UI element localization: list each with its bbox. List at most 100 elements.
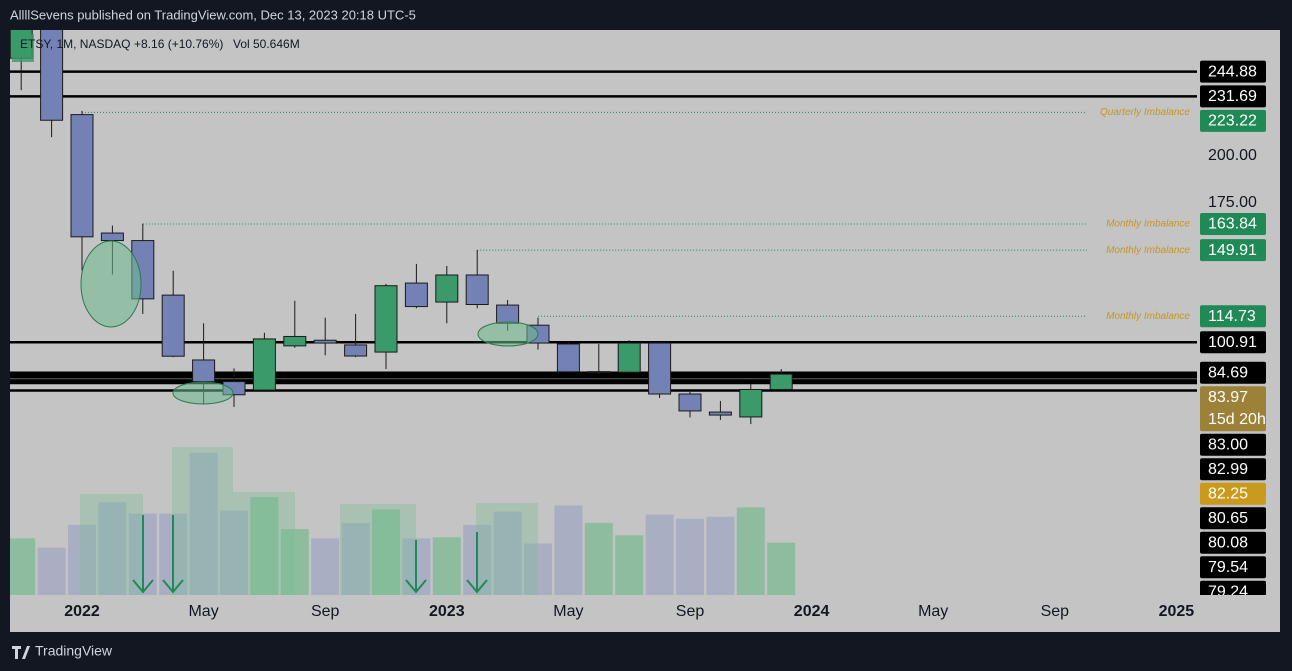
volume-bar [584,522,613,595]
candle-body [587,371,611,374]
candle-body [192,359,216,383]
arrows [132,515,488,594]
candle-body [435,274,459,303]
candle-body [496,304,520,324]
candle-body [465,274,489,306]
candle-body [40,30,64,121]
volume-bar [189,452,218,595]
candle-body [556,343,580,373]
arrow [162,515,184,594]
ellipse [477,321,539,347]
price-tag-label: 223.22 [1208,113,1257,130]
price-tag [1200,386,1266,432]
price-tag [1200,458,1266,481]
price-tag [1200,580,1266,595]
imbalance-label: Monthly Imbalance [1106,245,1190,256]
volume-bar [554,505,583,595]
x-tick-label: 2024 [794,603,830,620]
candle-body [617,342,641,373]
x-tick-label: May [553,603,583,620]
candle-body [708,411,732,416]
volume-value: 50.646M [253,37,300,51]
candle-body [648,342,672,395]
price-tag-label: 163.84 [1208,216,1257,233]
arrow [132,515,154,594]
price-tag-label: 83.97 [1208,389,1248,406]
overlay [80,494,143,595]
candle-body [161,294,185,357]
overlays [80,447,538,595]
price-tag [1200,361,1266,384]
volume-bar [68,524,96,595]
candle-body [283,335,307,347]
countdown: 15d 20h [1208,411,1266,428]
price-tag [1200,212,1266,235]
candle-body [678,393,702,412]
ellipse [80,240,142,328]
volume-bar [98,502,127,595]
x-tick-label: 2023 [429,603,465,620]
price-tag [1200,507,1266,530]
price-tag-label: 244.88 [1208,63,1257,80]
volume-bar [341,522,370,595]
price-tag-label: 84.69 [1208,364,1248,381]
volume-bar [767,542,796,595]
time-axis: 2022 May Sep 2023 May Sep 2024 May Sep 2025 [64,603,1194,620]
price-tag [1200,239,1266,262]
price-tag-label: 80.08 [1208,534,1248,551]
x-tick-label: Sep [1041,603,1070,620]
candle-body [344,344,368,357]
candle-body [374,285,398,353]
imbalance-label: Monthly Imbalance [1106,219,1190,230]
volume-bar [432,537,461,595]
overlay [233,492,295,595]
volume-bar [615,535,644,595]
price-tag-label: 83.00 [1208,436,1248,453]
publisher: AllllSevens published on TradingView.com… [10,7,416,22]
price-tag-label: 82.99 [1208,461,1248,478]
change: +8.16 (+10.76%) [134,37,223,51]
candle-body [739,388,763,418]
x-tick-label: 2022 [64,603,100,620]
price-tag [1200,85,1266,108]
price-tag [1200,482,1266,505]
imbalance-label: Quarterly Imbalance [1100,107,1190,118]
volume-bar [372,509,400,595]
price-tag-label: 79.54 [1208,559,1248,576]
x-tick-label: May [188,603,218,620]
y-tick-label: 200.00 [1208,147,1257,164]
symbol: ETSY, 1M, NASDAQ [20,37,130,51]
y-tick-label: 175.00 [1208,194,1257,211]
price-tag [1200,305,1266,328]
price-tag [1200,60,1266,83]
price-tag [1200,531,1266,554]
price-tag-label: 231.69 [1208,88,1257,105]
volume-bar [645,514,674,595]
volume-bar [250,497,279,595]
volume-bar [493,511,522,595]
imbalance-label: Monthly Imbalance [1106,311,1190,322]
volume-bar [676,518,704,595]
volume-bar [736,507,765,595]
volume-bar [10,538,36,595]
price-tag-label: 100.91 [1208,334,1257,351]
x-tick-label: Sep [676,603,705,620]
brand: TradingView [12,643,113,659]
candle-body [100,232,124,242]
price-tag [1200,433,1266,456]
overlay [340,504,416,595]
candle-body [313,339,337,344]
x-tick-label: Sep [311,603,340,620]
price-tag-label: 114.73 [1208,308,1256,325]
volume-bar [706,516,735,595]
legend-icon [12,34,34,62]
price-tag-label: 79.24 [1208,583,1248,600]
volume-bar [524,543,552,595]
candle-body [70,114,94,238]
price-tag-label: 149.91 [1208,242,1257,259]
arrow [405,540,427,594]
x-tick-label: 2025 [1159,603,1195,620]
x-tick-label: May [918,603,948,620]
